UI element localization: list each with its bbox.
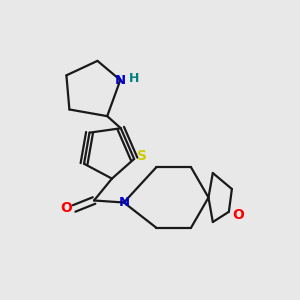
- Text: O: O: [60, 202, 72, 215]
- Text: N: N: [115, 74, 126, 87]
- Text: O: O: [232, 208, 244, 222]
- Text: H: H: [129, 72, 140, 85]
- Text: N: N: [118, 196, 129, 209]
- Text: S: S: [137, 149, 147, 163]
